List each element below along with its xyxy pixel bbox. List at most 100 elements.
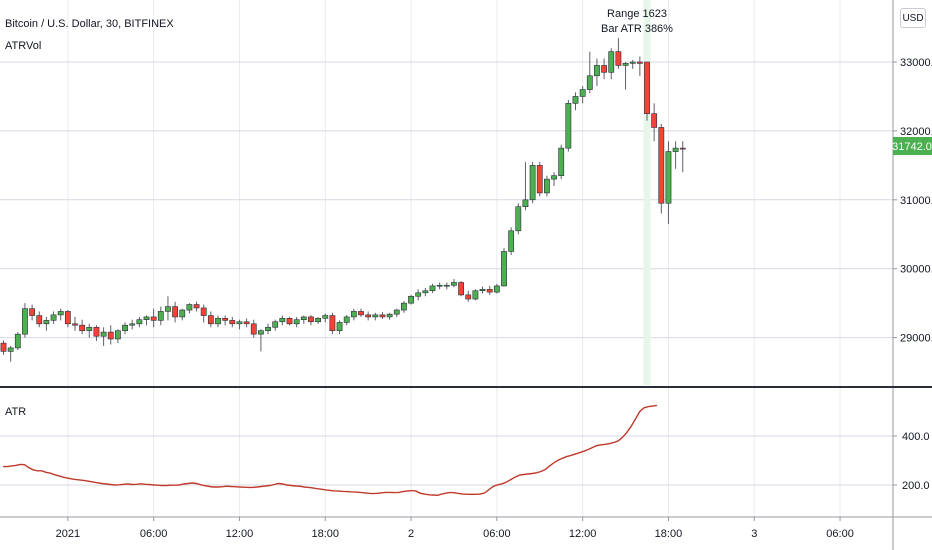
price-badge: 31742.0 <box>892 137 932 155</box>
atr-pane-label[interactable]: ATR <box>5 406 26 418</box>
symbol-title[interactable]: Bitcoin / U.S. Dollar, 30, BITFINEX <box>5 18 174 30</box>
candle-body-up <box>272 321 279 328</box>
candle <box>215 315 221 328</box>
candle <box>665 141 672 224</box>
price-tick-label: 31000.0 <box>900 195 932 207</box>
candle-body-up <box>429 285 436 292</box>
candle-body-up <box>372 314 379 318</box>
candle <box>451 279 457 288</box>
candle-body-up <box>265 326 271 332</box>
candle-body-down <box>536 165 543 194</box>
candle <box>558 144 565 180</box>
candle-body-up <box>143 316 150 320</box>
candle <box>265 323 271 335</box>
candle-body-up <box>7 347 14 352</box>
candle-body-up <box>565 103 572 149</box>
candle-body-down <box>250 323 257 335</box>
candle <box>644 61 650 121</box>
candle-body-up <box>322 315 329 319</box>
candle <box>157 306 164 326</box>
candle-body-up <box>672 147 679 152</box>
candle-body-down <box>200 307 207 316</box>
candle-body-down <box>329 315 336 332</box>
x-tick-label: 18:00 <box>311 528 339 540</box>
x-tick-label: 12:00 <box>569 528 597 540</box>
candle-body-up <box>551 175 557 180</box>
candle <box>86 323 93 338</box>
candle-body-down <box>308 316 314 323</box>
candle-body-down <box>365 314 372 318</box>
candle-body-up <box>300 316 307 320</box>
candle <box>308 314 314 326</box>
candle-body-down <box>379 314 386 318</box>
candle-body-down <box>658 127 665 204</box>
price-tick-label: 30000.0 <box>900 264 932 276</box>
candle-body-down <box>229 320 236 325</box>
candle <box>100 327 107 346</box>
candle-body-down <box>0 342 7 352</box>
candle <box>22 303 28 338</box>
candle <box>493 283 500 294</box>
candle <box>165 296 171 321</box>
currency-button[interactable]: USD <box>900 8 926 28</box>
candle <box>36 311 43 328</box>
candle <box>465 290 472 302</box>
candle-body-up <box>350 311 357 318</box>
atr-line <box>3 404 658 497</box>
candle <box>143 315 150 326</box>
candle-body-up <box>293 319 300 325</box>
candle <box>150 308 157 328</box>
range-annotation: Range 1623 <box>607 8 667 20</box>
candle <box>0 340 7 355</box>
candle <box>422 287 429 297</box>
indicator-label[interactable]: ATRVol <box>5 40 41 52</box>
candle <box>515 203 522 235</box>
candle-body-up <box>472 290 479 300</box>
x-tick-label: 2021 <box>56 528 80 540</box>
candle <box>293 316 300 328</box>
candle-body-down <box>636 61 643 64</box>
candle-body-down <box>36 315 43 325</box>
candle-body-up <box>386 313 393 318</box>
candle-body-up <box>115 330 121 340</box>
candle-body-up <box>515 206 522 232</box>
atr-layer <box>3 404 658 497</box>
highlight-band <box>643 0 651 385</box>
candle <box>601 58 607 80</box>
candle-body-up <box>236 321 243 325</box>
candle <box>29 304 35 321</box>
x-tick-label: 06:00 <box>483 528 511 540</box>
candle <box>315 316 321 324</box>
candle-body-down <box>72 323 78 326</box>
candle-body-up <box>522 199 529 207</box>
candle <box>57 308 64 321</box>
candle <box>50 311 57 324</box>
candle <box>72 316 78 331</box>
candle <box>543 175 550 197</box>
candle-body-down <box>458 282 464 296</box>
candle <box>458 281 464 297</box>
candle-body-up <box>43 320 50 325</box>
candle <box>229 316 236 328</box>
candle-body-down <box>93 326 100 337</box>
candle-body-up <box>257 330 264 335</box>
candle-body-up <box>443 284 450 287</box>
candle <box>393 308 400 317</box>
candle-body-up <box>22 308 28 335</box>
candle-body-up <box>558 147 565 176</box>
candle <box>115 329 121 344</box>
candle <box>343 314 350 326</box>
price-badge-value: 31742.0 <box>892 141 932 153</box>
candle-body-up <box>215 318 221 325</box>
candle <box>365 311 372 321</box>
candle <box>136 316 143 328</box>
candle <box>415 289 422 301</box>
candle <box>636 56 643 76</box>
x-tick-label: 18:00 <box>655 528 683 540</box>
candle <box>565 99 572 152</box>
candle <box>508 227 515 255</box>
candle <box>122 322 128 335</box>
candle <box>243 318 250 328</box>
candle <box>358 308 364 317</box>
